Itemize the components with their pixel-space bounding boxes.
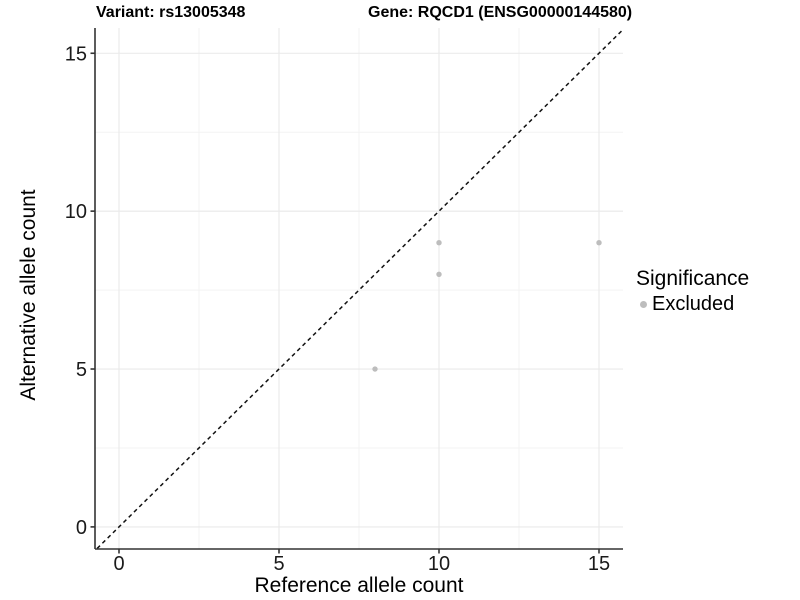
legend-item-excluded: Excluded	[636, 293, 749, 316]
y-tick-label: 15	[65, 43, 87, 65]
identity-line	[95, 28, 623, 549]
x-tick-label: 15	[588, 553, 610, 575]
data-point	[372, 366, 378, 372]
x-tick-label: 5	[273, 553, 284, 575]
y-tick-label: 5	[76, 359, 87, 381]
y-axis-title: Alternative allele count	[17, 189, 40, 401]
x-tick-label: 10	[428, 553, 450, 575]
data-point	[436, 271, 442, 277]
data-point	[596, 240, 602, 246]
data-point	[436, 240, 442, 246]
x-axis-title: Reference allele count	[254, 574, 464, 597]
legend-point-icon	[640, 301, 647, 309]
plot-title-variant: Variant: rs13005348	[96, 4, 246, 21]
legend-title: Significance	[636, 267, 750, 290]
y-tick-label: 0	[76, 517, 87, 539]
y-tick-label: 10	[65, 201, 87, 223]
legend-item-label: Excluded	[652, 293, 735, 316]
plot-title-gene: Gene: RQCD1 (ENSG00000144580)	[368, 4, 633, 21]
legend: Significance Excluded	[636, 267, 750, 316]
x-tick-label: 0	[113, 553, 124, 575]
